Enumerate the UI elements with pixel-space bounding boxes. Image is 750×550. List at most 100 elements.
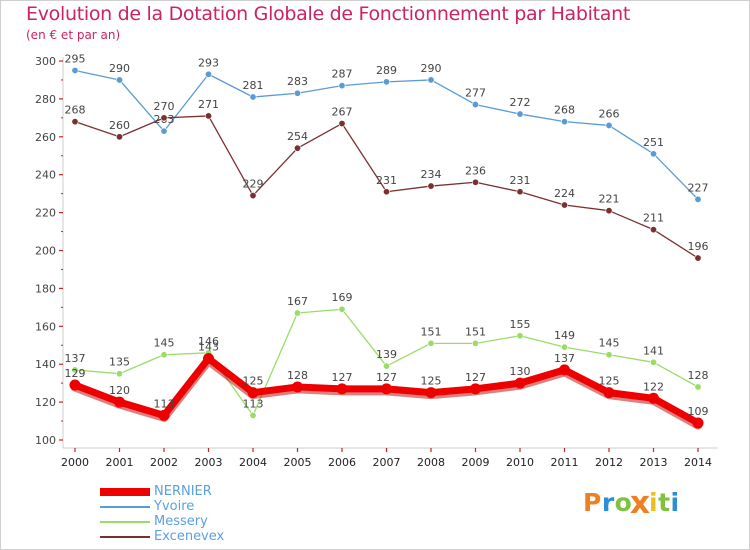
series-nernier-value-label: 130	[510, 365, 531, 378]
series-messery-value-label: 169	[332, 291, 353, 304]
legend-item-excenevex: Excenevex	[100, 529, 300, 544]
series-excenevex-point	[71, 118, 79, 126]
x-tick-label: 2006	[328, 456, 356, 469]
x-tick-label: 2008	[417, 456, 445, 469]
series-nernier-value-label: 113	[154, 397, 175, 410]
series-nernier-value-label: 125	[243, 375, 264, 388]
series-messery-point	[560, 343, 568, 351]
series-excenevex-point	[471, 178, 479, 186]
series-yvoire-value-label: 251	[643, 136, 664, 149]
y-tick-label: 100	[35, 434, 56, 447]
series-excenevex-point	[649, 226, 657, 234]
series-messery-point	[160, 351, 168, 359]
series-excenevex-point	[293, 144, 301, 152]
series-nernier-point	[247, 387, 259, 399]
series-nernier-point	[514, 377, 526, 389]
x-tick-label: 2012	[595, 456, 623, 469]
series-excenevex-value-label: 196	[688, 240, 709, 253]
series-messery-value-label: 113	[243, 397, 264, 410]
y-tick-label: 300	[35, 55, 56, 68]
series-yvoire-value-label: 272	[510, 96, 531, 109]
series-messery-value-label: 167	[287, 295, 308, 308]
series-excenevex-value-label: 236	[465, 164, 486, 177]
series-nernier-point	[292, 381, 303, 393]
legend-swatch	[100, 536, 150, 538]
series-messery-value-label: 135	[109, 356, 130, 369]
series-nernier-value-label: 129	[65, 367, 86, 380]
series-yvoire-value-label: 289	[376, 64, 397, 77]
y-tick-label: 220	[35, 207, 56, 220]
x-tick-label: 2010	[506, 456, 534, 469]
x-tick-label: 2011	[551, 456, 579, 469]
series-excenevex-point	[249, 192, 257, 200]
x-tick-label: 2009	[462, 456, 490, 469]
series-excenevex-value-label: 270	[154, 100, 175, 113]
series-messery-point	[427, 339, 435, 347]
series-messery-value-label: 151	[465, 325, 486, 338]
y-tick-label: 240	[35, 169, 56, 182]
series-nernier-value-label: 127	[332, 371, 353, 384]
series-nernier-point	[203, 353, 214, 365]
series-yvoire-point	[71, 66, 79, 74]
x-tick-label: 2001	[106, 456, 134, 469]
series-excenevex-point	[560, 201, 568, 209]
series-excenevex-value-label: 268	[65, 104, 86, 117]
series-nernier-point	[114, 396, 125, 408]
series-messery-point	[516, 332, 524, 340]
series-yvoire-point	[427, 76, 435, 84]
series-yvoire-value-label: 227	[688, 181, 709, 194]
series-messery-point	[116, 370, 124, 378]
series-excenevex-point	[694, 254, 702, 262]
series-nernier-value-label: 127	[465, 371, 486, 384]
series-yvoire-value-label: 290	[109, 62, 130, 75]
x-tick-label: 2014	[684, 456, 712, 469]
legend-label: Messery	[154, 514, 208, 529]
series-messery-value-label: 145	[154, 337, 175, 350]
series-yvoire-value-label: 283	[287, 75, 308, 88]
chart-legend: NERNIER Yvoire Messery Excenevex	[100, 484, 300, 544]
series-yvoire-value-label: 287	[332, 68, 353, 81]
series-excenevex-value-label: 224	[554, 187, 575, 200]
y-tick-label: 280	[35, 93, 56, 106]
series-messery-value-label: 151	[421, 325, 442, 338]
series-excenevex-point	[116, 133, 124, 141]
series-excenevex-point	[382, 188, 390, 196]
x-tick-label: 2000	[61, 456, 89, 469]
series-yvoire-point	[160, 127, 168, 135]
series-nernier-point	[336, 383, 348, 395]
series-nernier-value-label: 128	[287, 369, 308, 382]
series-nernier-value-label: 120	[109, 384, 130, 397]
series-nernier-point	[648, 392, 659, 404]
series-excenevex-value-label: 254	[287, 130, 308, 143]
series-yvoire-point	[560, 118, 568, 126]
y-tick-label: 180	[35, 282, 56, 295]
line-chart: 100 120 140 160 180 200 220 240 260 280 300 2000 200…	[35, 52, 718, 469]
series-excenevex-point	[338, 120, 346, 128]
series-nernier-point	[158, 409, 170, 421]
series-nernier-point	[603, 387, 615, 399]
series-messery-value-label: 141	[643, 344, 664, 357]
series-excenevex-point	[427, 182, 435, 190]
series-excenevex-line	[74, 115, 699, 259]
y-tick-label: 200	[35, 245, 56, 258]
series-excenevex-value-label: 221	[599, 193, 620, 206]
series-messery-value-label: 145	[599, 337, 620, 350]
series-yvoire-point	[382, 78, 390, 86]
series-nernier-point	[425, 387, 437, 399]
series-excenevex-point	[605, 207, 613, 215]
series-nernier-value-label: 127	[376, 371, 397, 384]
series-messery-point	[471, 339, 479, 347]
series-nernier-value-label: 125	[421, 375, 442, 388]
legend-item-nernier: NERNIER	[100, 484, 300, 499]
series-nernier-value-label: 109	[688, 405, 709, 418]
legend-label: Yvoire	[154, 499, 195, 514]
series-nernier-value-label: 137	[554, 352, 575, 365]
legend-swatch	[100, 488, 150, 496]
series-yvoire-value-label: 268	[554, 104, 575, 117]
y-tick-label: 260	[35, 131, 56, 144]
series-yvoire-point	[516, 110, 524, 118]
series-messery-point	[338, 305, 346, 313]
series-yvoire-value-label: 277	[465, 87, 486, 100]
series-messery-value-label: 137	[65, 352, 86, 365]
series-excenevex-value-label: 229	[243, 178, 264, 191]
